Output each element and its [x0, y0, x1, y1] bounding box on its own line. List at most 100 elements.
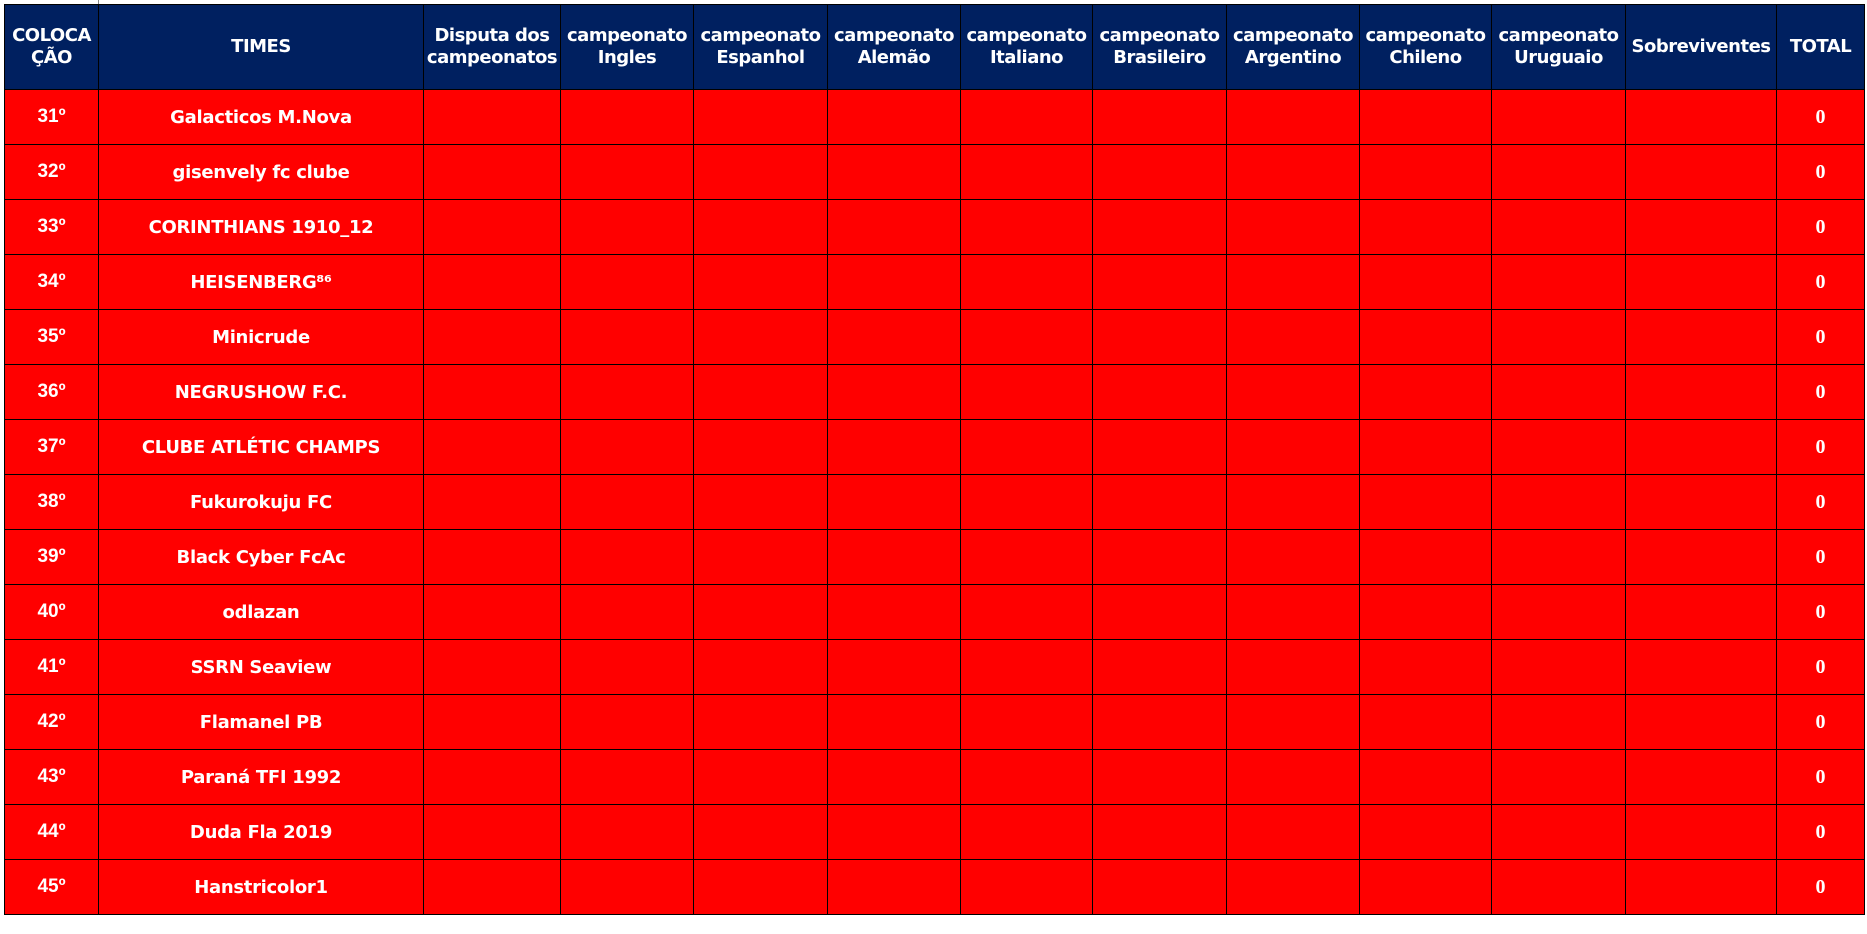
disputa-cell[interactable]	[423, 89, 561, 145]
disputa-cell[interactable]	[423, 859, 561, 915]
argentino-cell[interactable]	[1226, 584, 1360, 640]
sobreviventes-cell[interactable]	[1625, 254, 1777, 310]
ingles-cell[interactable]	[560, 694, 694, 750]
position-cell[interactable]: 32º	[4, 144, 99, 200]
position-cell[interactable]: 40º	[4, 584, 99, 640]
argentino-cell[interactable]	[1226, 309, 1360, 365]
brasileiro-cell[interactable]	[1092, 474, 1227, 530]
team-cell[interactable]: Minicrude	[98, 309, 424, 365]
ingles-cell[interactable]	[560, 364, 694, 420]
total-cell[interactable]: 0	[1776, 474, 1865, 530]
sobreviventes-cell[interactable]	[1625, 419, 1777, 475]
espanhol-cell[interactable]	[693, 419, 828, 475]
brasileiro-cell[interactable]	[1092, 749, 1227, 805]
column-header-total[interactable]: TOTAL	[1776, 4, 1865, 90]
disputa-cell[interactable]	[423, 639, 561, 695]
position-cell[interactable]: 37º	[4, 419, 99, 475]
team-cell[interactable]: gisenvely fc clube	[98, 144, 424, 200]
uruguaio-cell[interactable]	[1491, 639, 1626, 695]
brasileiro-cell[interactable]	[1092, 419, 1227, 475]
total-cell[interactable]: 0	[1776, 859, 1865, 915]
team-cell[interactable]: CORINTHIANS 1910_12	[98, 199, 424, 255]
ingles-cell[interactable]	[560, 254, 694, 310]
total-cell[interactable]: 0	[1776, 694, 1865, 750]
italiano-cell[interactable]	[960, 254, 1093, 310]
brasileiro-cell[interactable]	[1092, 584, 1227, 640]
disputa-cell[interactable]	[423, 529, 561, 585]
alemao-cell[interactable]	[827, 364, 961, 420]
ingles-cell[interactable]	[560, 584, 694, 640]
italiano-cell[interactable]	[960, 804, 1093, 860]
alemao-cell[interactable]	[827, 419, 961, 475]
alemao-cell[interactable]	[827, 694, 961, 750]
team-cell[interactable]: Duda Fla 2019	[98, 804, 424, 860]
position-cell[interactable]: 33º	[4, 199, 99, 255]
column-header-uruguaio[interactable]: campeonato Uruguaio	[1491, 4, 1626, 90]
column-header-argentino[interactable]: campeonato Argentino	[1226, 4, 1360, 90]
total-cell[interactable]: 0	[1776, 749, 1865, 805]
alemao-cell[interactable]	[827, 199, 961, 255]
uruguaio-cell[interactable]	[1491, 474, 1626, 530]
sobreviventes-cell[interactable]	[1625, 804, 1777, 860]
argentino-cell[interactable]	[1226, 144, 1360, 200]
total-cell[interactable]: 0	[1776, 419, 1865, 475]
position-cell[interactable]: 43º	[4, 749, 99, 805]
position-cell[interactable]: 36º	[4, 364, 99, 420]
team-cell[interactable]: Black Cyber FcAc	[98, 529, 424, 585]
italiano-cell[interactable]	[960, 199, 1093, 255]
team-cell[interactable]: Flamanel PB	[98, 694, 424, 750]
ingles-cell[interactable]	[560, 804, 694, 860]
ingles-cell[interactable]	[560, 474, 694, 530]
argentino-cell[interactable]	[1226, 694, 1360, 750]
team-cell[interactable]: Paraná TFI 1992	[98, 749, 424, 805]
espanhol-cell[interactable]	[693, 749, 828, 805]
sobreviventes-cell[interactable]	[1625, 584, 1777, 640]
sobreviventes-cell[interactable]	[1625, 529, 1777, 585]
total-cell[interactable]: 0	[1776, 254, 1865, 310]
uruguaio-cell[interactable]	[1491, 584, 1626, 640]
position-cell[interactable]: 42º	[4, 694, 99, 750]
espanhol-cell[interactable]	[693, 144, 828, 200]
position-cell[interactable]: 39º	[4, 529, 99, 585]
ingles-cell[interactable]	[560, 419, 694, 475]
ingles-cell[interactable]	[560, 89, 694, 145]
espanhol-cell[interactable]	[693, 584, 828, 640]
team-cell[interactable]: NEGRUSHOW F.C.	[98, 364, 424, 420]
column-header-disputa[interactable]: Disputa dos campeonatos	[423, 4, 561, 90]
alemao-cell[interactable]	[827, 859, 961, 915]
alemao-cell[interactable]	[827, 749, 961, 805]
italiano-cell[interactable]	[960, 309, 1093, 365]
disputa-cell[interactable]	[423, 309, 561, 365]
total-cell[interactable]: 0	[1776, 584, 1865, 640]
argentino-cell[interactable]	[1226, 474, 1360, 530]
team-cell[interactable]: Fukurokuju FC	[98, 474, 424, 530]
chileno-cell[interactable]	[1359, 309, 1492, 365]
espanhol-cell[interactable]	[693, 859, 828, 915]
uruguaio-cell[interactable]	[1491, 694, 1626, 750]
team-cell[interactable]: SSRN Seaview	[98, 639, 424, 695]
sobreviventes-cell[interactable]	[1625, 859, 1777, 915]
total-cell[interactable]: 0	[1776, 639, 1865, 695]
brasileiro-cell[interactable]	[1092, 694, 1227, 750]
argentino-cell[interactable]	[1226, 199, 1360, 255]
column-header-brasileiro[interactable]: campeonato Brasileiro	[1092, 4, 1227, 90]
argentino-cell[interactable]	[1226, 639, 1360, 695]
espanhol-cell[interactable]	[693, 639, 828, 695]
position-cell[interactable]: 34º	[4, 254, 99, 310]
espanhol-cell[interactable]	[693, 89, 828, 145]
column-header-ingles[interactable]: campeonato Ingles	[560, 4, 694, 90]
ingles-cell[interactable]	[560, 749, 694, 805]
total-cell[interactable]: 0	[1776, 364, 1865, 420]
chileno-cell[interactable]	[1359, 859, 1492, 915]
total-cell[interactable]: 0	[1776, 804, 1865, 860]
sobreviventes-cell[interactable]	[1625, 364, 1777, 420]
argentino-cell[interactable]	[1226, 254, 1360, 310]
column-header-italiano[interactable]: campeonato Italiano	[960, 4, 1093, 90]
brasileiro-cell[interactable]	[1092, 254, 1227, 310]
disputa-cell[interactable]	[423, 474, 561, 530]
italiano-cell[interactable]	[960, 694, 1093, 750]
brasileiro-cell[interactable]	[1092, 199, 1227, 255]
chileno-cell[interactable]	[1359, 639, 1492, 695]
position-cell[interactable]: 35º	[4, 309, 99, 365]
italiano-cell[interactable]	[960, 639, 1093, 695]
